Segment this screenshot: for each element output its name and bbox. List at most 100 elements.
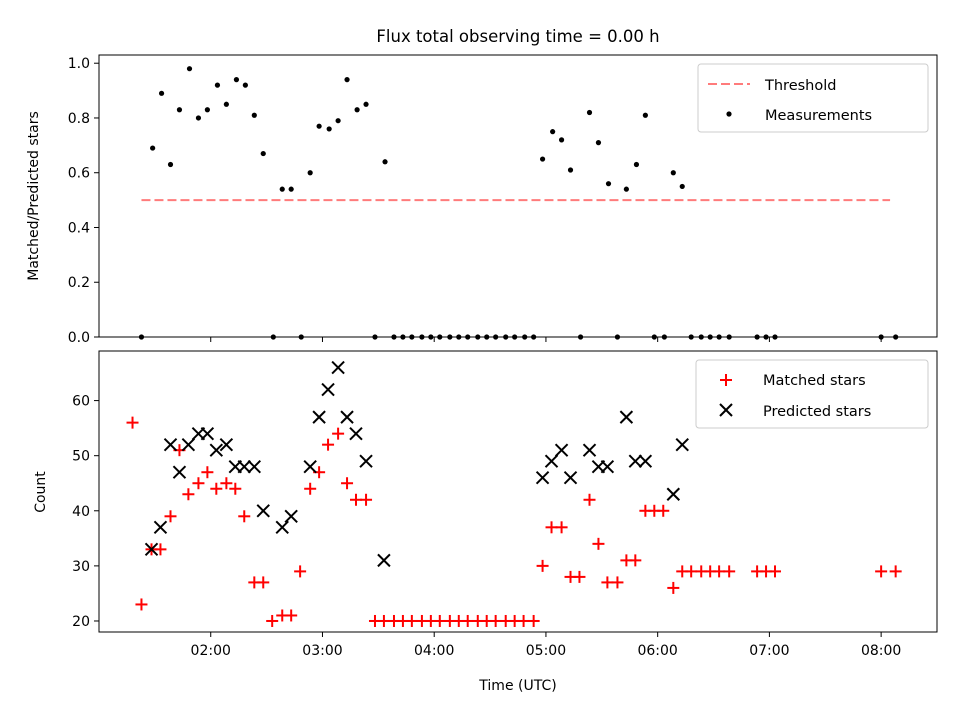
predicted-marker-b — [349, 426, 363, 441]
predicted-star-marker — [554, 443, 569, 457]
axes-frame — [98, 54, 938, 338]
x-tick-label: 02:00 — [191, 643, 231, 659]
measurement-point — [344, 77, 350, 83]
measurement-point — [633, 161, 640, 168]
predicted-star-marker — [340, 410, 354, 424]
ratio-panel: Flux total observing time = 0.00 h Match… — [26, 27, 938, 346]
predicted-marker-b — [172, 465, 187, 479]
predicted-marker-b — [256, 504, 270, 518]
measurement-point — [204, 107, 210, 113]
measurement-point — [586, 109, 593, 116]
matched-star-marker — [573, 570, 586, 583]
predicted-marker-b — [666, 487, 681, 501]
y-tick-label: 0.2 — [68, 275, 90, 291]
predicted-marker-b — [582, 443, 597, 457]
matched-star-marker — [294, 565, 307, 578]
measurement-point — [363, 101, 369, 107]
y-tick-label: 0.8 — [68, 111, 90, 127]
matched-star-marker — [126, 416, 139, 429]
matched-star-marker — [266, 614, 279, 627]
predicted-star-marker — [303, 459, 317, 474]
predicted-marker-b — [535, 471, 550, 485]
measurement-point — [279, 186, 285, 192]
count-axes: 20 30 40 50 60 02:00 03:00 04:00 05:00 06:00 07:00… — [72, 350, 938, 659]
x-tick-label: 03:00 — [302, 643, 342, 659]
x-axis-label: Time (UTC) — [478, 678, 556, 694]
predicted-star-marker — [219, 437, 234, 452]
measurement-point — [679, 183, 685, 190]
count-plot-area — [126, 360, 902, 627]
predicted-star-marker — [275, 520, 289, 535]
measurement-point — [326, 126, 332, 132]
legend-threshold-label: Threshold — [764, 78, 836, 94]
predicted-star-marker — [312, 410, 326, 424]
x-tick-label: 08:00 — [861, 643, 901, 659]
measurement-point — [354, 107, 360, 113]
matched-star-marker — [889, 565, 902, 578]
measurement-point — [595, 140, 602, 146]
measurement-point — [186, 66, 193, 72]
matched-star-marker — [433, 614, 446, 627]
predicted-marker-b — [284, 509, 298, 524]
measurement-point — [167, 161, 174, 168]
matched-star-marker — [285, 609, 298, 622]
predicted-star-marker — [377, 553, 391, 568]
measurement-point — [223, 101, 229, 107]
predicted-marker-b — [275, 520, 289, 535]
x-tick-label: 04:00 — [414, 643, 454, 659]
predicted-marker-b — [237, 459, 251, 474]
y-tick-label: 40 — [72, 504, 90, 520]
predicted-star-marker — [247, 459, 262, 474]
predicted-marker-b — [209, 443, 224, 457]
matched-star-marker — [304, 482, 317, 495]
matched-star-marker — [220, 477, 233, 490]
matched-star-marker — [536, 559, 549, 572]
measurement-point — [623, 186, 629, 192]
legend-matched-label: Matched stars — [763, 373, 866, 389]
predicted-marker-b — [544, 454, 559, 468]
matched-star-marker — [201, 466, 214, 479]
matched-star-marker — [527, 614, 540, 627]
predicted-marker-b — [600, 459, 615, 474]
matched-star-marker — [723, 565, 736, 578]
legend-frame — [695, 359, 929, 429]
measurement-point — [558, 137, 565, 143]
predicted-marker-b — [153, 520, 168, 535]
matched-star-marker — [135, 598, 148, 611]
measurement-point — [550, 129, 556, 135]
predicted-marker-b — [675, 437, 689, 452]
predicted-star-marker — [535, 471, 550, 485]
predicted-marker-b — [563, 471, 578, 485]
matched-star-marker — [713, 565, 726, 578]
predicted-star-marker — [600, 459, 615, 474]
ratio-axes: 0.0 0.2 0.4 0.6 0.8 1.0 — [68, 54, 938, 346]
y-tick-label: 50 — [72, 449, 90, 465]
y-tick-label: 0.4 — [68, 220, 90, 236]
measurement-point — [195, 115, 202, 121]
predicted-star-marker — [619, 410, 634, 424]
measurement-point — [567, 167, 574, 173]
matched-star-marker — [768, 565, 781, 578]
predicted-star-marker — [256, 504, 270, 518]
predicted-star-marker — [200, 426, 215, 441]
predicted-marker-b — [619, 410, 634, 424]
predicted-star-marker — [638, 454, 653, 468]
matched-star-marker — [461, 614, 474, 627]
measurement-point — [242, 82, 248, 88]
y-axis-label-count: Count — [33, 471, 49, 513]
predicted-marker-b — [303, 459, 317, 474]
predicted-star-marker — [544, 454, 559, 468]
measurement-point — [176, 107, 183, 113]
measurement-point — [307, 170, 313, 176]
matched-star-marker — [154, 543, 167, 556]
matched-star-marker — [377, 614, 390, 627]
predicted-star-marker — [331, 360, 345, 375]
predicted-star-marker — [321, 382, 335, 397]
predicted-marker-b — [181, 437, 196, 452]
predicted-star-marker — [666, 487, 681, 501]
measurement-point — [150, 145, 156, 151]
measurement-point — [316, 123, 322, 129]
predicted-star-marker — [172, 465, 187, 479]
matched-star-marker — [629, 554, 642, 567]
measurement-point — [260, 150, 266, 157]
